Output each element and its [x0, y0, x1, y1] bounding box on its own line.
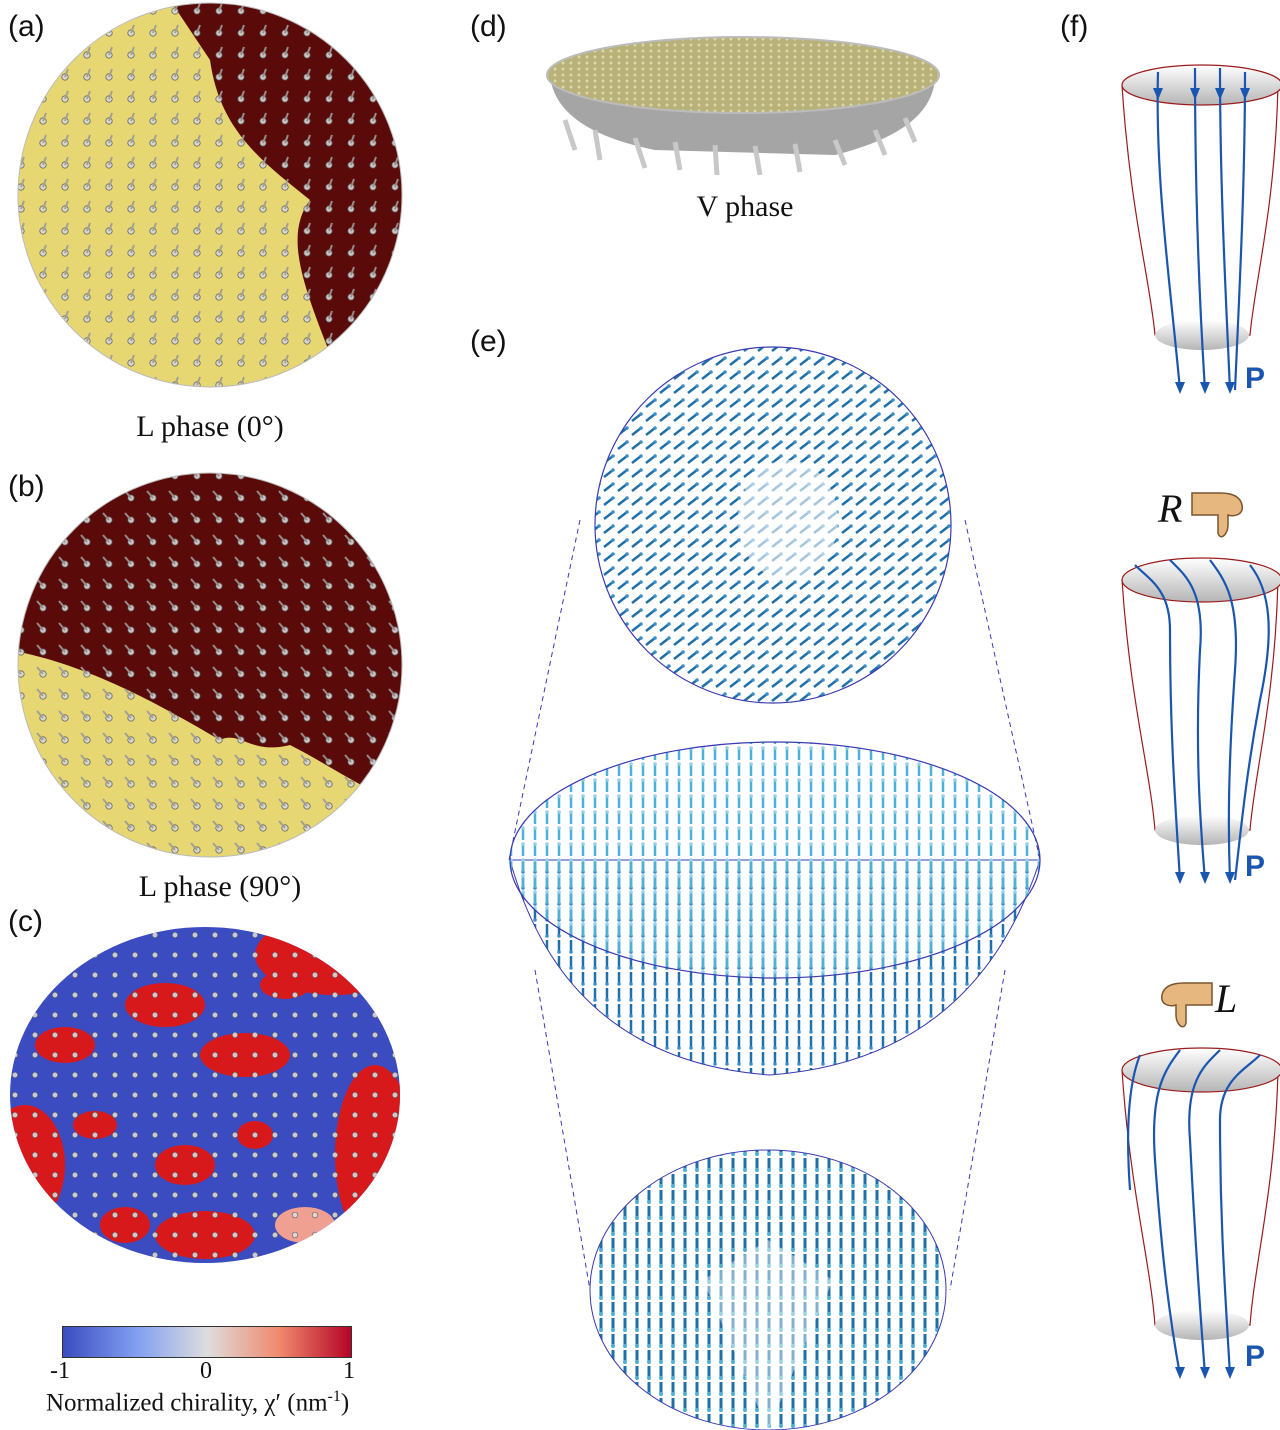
panel-label-c: (c) — [8, 905, 43, 938]
thumb-down-icon — [1191, 492, 1243, 538]
p-label-1: P — [1245, 362, 1266, 395]
chirality-colorbar — [62, 1326, 352, 1358]
panel-label-a: (a) — [8, 10, 45, 43]
colorbar-tick-mid: 0 — [200, 1358, 212, 1384]
panel-e-cone — [509, 741, 1041, 1076]
panel-label-e: (e) — [470, 325, 507, 358]
colorbar-tick-max: 1 — [343, 1358, 355, 1384]
handedness-l: L — [1215, 976, 1238, 1021]
caption-a: L phase (0°) — [136, 410, 284, 443]
caption-d: V phase — [696, 190, 794, 223]
thumb-down-icon — [1161, 982, 1213, 1028]
caption-b: L phase (90°) — [138, 870, 302, 903]
panel-f-shell-neutral — [1121, 64, 1280, 394]
colorbar-tick-min: -1 — [50, 1358, 70, 1384]
colorbar-title: Normalized chirality, χ′ (nm-1) — [46, 1388, 349, 1417]
p-label-3: P — [1245, 1340, 1266, 1373]
handedness-r: R — [1158, 486, 1183, 531]
panel-c-chirality-disk — [10, 927, 400, 1263]
panel-label-d: (d) — [470, 10, 507, 43]
panel-b-disk — [17, 472, 403, 858]
panel-f-shell-right — [1121, 557, 1280, 884]
panel-label-f: (f) — [1060, 10, 1089, 43]
colorbar-title-sup: -1 — [327, 1388, 341, 1405]
colorbar-title-end: ) — [340, 1389, 350, 1417]
panel-label-b: (b) — [8, 470, 45, 503]
panel-f-shell-left — [1121, 1047, 1280, 1379]
panel-e-top-disk — [594, 346, 952, 704]
panel-d-v-phase-disk — [546, 36, 940, 176]
panel-a-disk — [17, 2, 403, 388]
colorbar-title-main: Normalized chirality, χ′ (nm — [46, 1389, 328, 1417]
panel-e-bottom-disk — [589, 1149, 947, 1430]
p-label-2: P — [1245, 850, 1266, 883]
